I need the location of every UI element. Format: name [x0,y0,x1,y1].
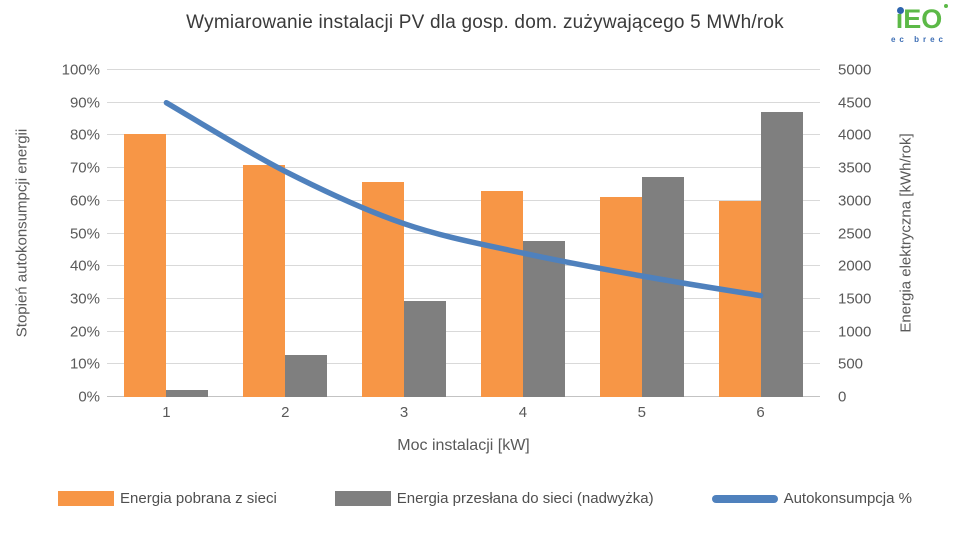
bar-gray-kw2 [285,354,328,397]
tick-label: 100% [61,61,100,79]
tick-label: 500 [838,355,864,373]
bar-gray-kw6 [760,111,803,397]
x-axis-ticks: 1 2 3 4 5 6 [107,404,820,424]
ieo-logo-subtext: ec brec [890,35,948,44]
bar-gray-kw3 [404,300,447,397]
legend-item-energia-przeslana: Energia przesłana do sieci (nadwyżka) [334,490,654,507]
gridline [107,232,820,234]
ieo-logo: iEO ec brec [886,4,952,44]
tick-label: 10% [69,355,100,373]
x-axis-title: Moc instalacji [kW] [397,437,530,454]
bar-gray-kw4 [522,240,565,397]
tick-label: 70% [69,159,100,177]
gridline [107,69,820,70]
x-tick-label-2: 2 [281,404,290,421]
right-axis-ticks: 0 500 1000 1500 2000 2500 3000 3500 4000 4500 5000 [830,62,910,406]
x-tick-label-1: 1 [162,404,171,421]
legend-swatch-blue-line [711,494,778,503]
gridline [107,265,820,267]
bar-gray-kw5 [641,176,684,397]
bar-orange-kw1 [124,134,167,397]
tick-label: 3500 [838,159,872,177]
x-tick-label-3: 3 [399,404,409,421]
legend-label: Energia przesłana do sieci (nadwyżka) [396,490,654,507]
bar-orange-kw6 [718,200,761,397]
x-tick-label-4: 4 [518,404,528,421]
gridline [107,396,820,397]
left-axis-ticks: 0% 10% 20% 30% 40% 50% 60% 70% 80% 90% 100% [30,62,100,406]
gridline [107,330,820,332]
x-tick-label-6: 6 [756,404,765,421]
legend-label: Autokonsumpcja % [783,490,912,507]
legend-swatch-orange-bar [58,491,115,506]
tick-label: 0 [838,388,847,406]
ieo-logo-text: iEO [895,4,948,34]
x-tick-label-5: 5 [637,404,646,421]
tick-label: 4000 [838,126,872,144]
gridline [107,167,820,169]
tick-label: 2000 [838,257,872,275]
bar-orange-kw2 [243,165,286,397]
legend: Energia pobrana z sieci Energia przesłan… [0,490,970,507]
tick-label: 0% [78,388,100,406]
gridline [107,297,820,299]
autokonsumpcja-line [163,99,764,299]
bar-orange-kw5 [599,196,642,397]
legend-swatch-gray-bar [334,491,391,506]
bar-orange-kw4 [480,191,523,397]
plot-area [107,69,820,397]
tick-label: 2500 [838,225,872,242]
legend-label: Energia pobrana z sieci [120,490,277,507]
gridline [107,199,820,201]
legend-item-autokonsumpcja: Autokonsumpcja % [711,490,912,507]
tick-label: 60% [69,192,100,210]
tick-label: 4500 [838,94,872,112]
tick-label: 20% [69,323,100,341]
tick-label: 80% [69,126,100,144]
tick-label: 3000 [838,192,872,210]
tick-label: 50% [69,225,100,242]
tick-label: 90% [69,94,100,112]
tick-label: 5000 [838,61,872,79]
left-axis-title: Stopień autokonsumpcji energii [13,128,31,338]
tick-label: 1500 [838,290,872,308]
tick-label: 1000 [838,323,872,341]
gridline [107,101,820,103]
tick-label: 30% [69,290,100,308]
gridline [107,363,820,365]
gridline [107,134,820,136]
tick-label: 40% [69,257,100,275]
chart-title: Wymiarowanie instalacji PV dla gosp. dom… [186,12,784,33]
legend-item-energia-pobrana: Energia pobrana z sieci [58,490,277,507]
bar-gray-kw1 [166,390,209,397]
